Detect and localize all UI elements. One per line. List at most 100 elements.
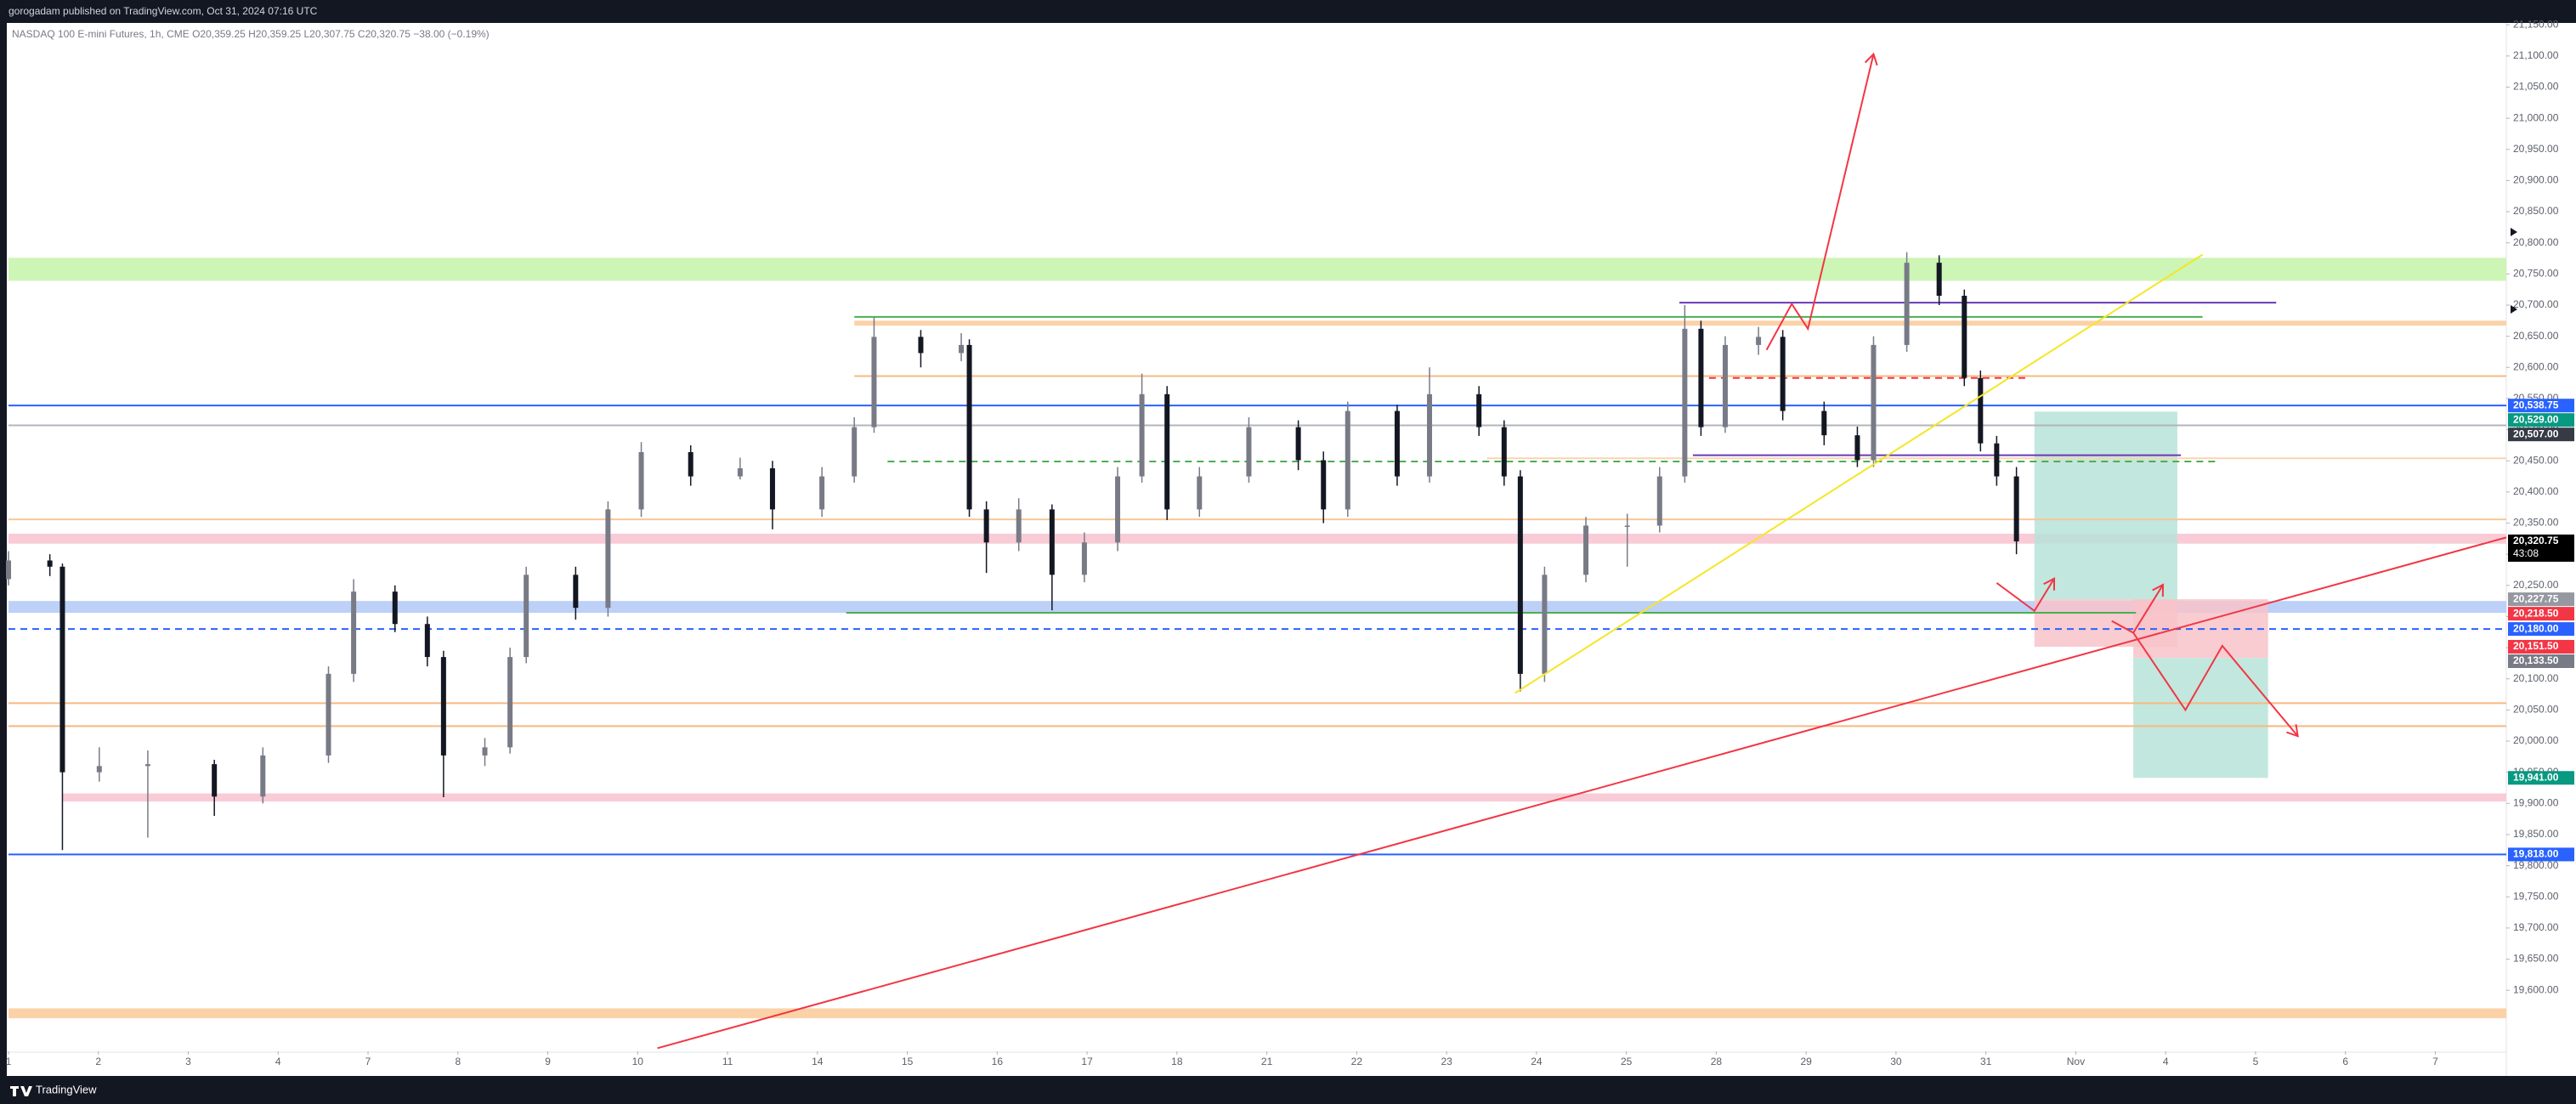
candle-body [1517,476,1523,674]
candle-body [1871,344,1877,461]
y-tick-label: 19,750.00 [2513,890,2559,902]
price-tag [2508,847,2574,862]
y-tick-label: 20,600.00 [2513,360,2559,372]
y-tick-label: 19,900.00 [2513,796,2559,808]
y-tick-label: 20,750.00 [2513,268,2559,280]
arrow-head [1864,52,1878,66]
x-tick-label: 15 [902,1056,914,1067]
price-tag-label: 20,507.00 [2513,427,2559,439]
arrow-head [2043,577,2056,591]
position-box [2034,411,2177,600]
candle-body [959,344,965,354]
y-tick-label: 20,100.00 [2513,672,2559,684]
price-tag-label: 20,227.75 [2513,592,2559,604]
x-tick-label: 18 [1171,1056,1183,1067]
price-tag [2508,607,2574,621]
zone [8,258,2506,281]
trend-line [1765,54,1875,351]
candle-body [769,468,775,510]
y-tick-label: 20,700.00 [2513,298,2559,310]
x-tick-label: 4 [2163,1056,2169,1067]
candle-body [1295,427,1301,461]
zone [62,793,2506,802]
plot-area [6,52,2507,1050]
candle-body [1756,337,1762,345]
candle-body [440,657,446,756]
candle-body [424,624,430,658]
candle-body [1049,509,1055,575]
trend-line [2132,631,2299,737]
x-tick-label: 9 [545,1056,551,1067]
candle-body [144,764,150,767]
x-tick-label: 30 [1890,1056,1902,1067]
candle-body [1780,337,1786,411]
candle-body [688,451,694,477]
candle-body [507,657,513,748]
footer-brand: TradingView [36,1083,97,1096]
candle-body [1542,575,1548,674]
price-tag [2508,534,2574,562]
y-tick-label: 20,400.00 [2513,485,2559,497]
candle-body [524,575,529,658]
x-tick-label: 29 [1800,1056,1812,1067]
arrow-head [2152,583,2165,597]
price-tag-label: 20,133.50 [2513,654,2559,666]
axis-layer: 19,600.00 19,650.00 19,700.00 19,750.00 19,8… [6,18,2574,1067]
zone [8,601,2506,614]
candle-body [1698,328,1704,427]
candle-body [1962,296,1967,378]
candle-body [96,766,102,773]
candle-body [1501,427,1507,477]
candle-body [1115,476,1121,543]
y-tick-label: 20,850.00 [2513,205,2559,217]
zone [8,1008,2506,1019]
candle-body [1904,263,1910,345]
y-tick-label: 21,050.00 [2513,81,2559,93]
price-tag [2508,639,2574,654]
x-tick-label: 2 [95,1056,101,1067]
zone [854,320,2506,326]
price-tag [2508,592,2574,607]
candle-body [737,468,743,477]
y-tick-label: 20,900.00 [2513,174,2559,186]
y-tick-label: 21,150.00 [2513,18,2559,30]
y-tick-label: 19,650.00 [2513,953,2559,965]
candle-body [1656,476,1662,526]
price-tag [2508,427,2574,442]
x-tick-label: 23 [1441,1056,1452,1067]
candle-body [59,566,65,773]
candle-body [1345,410,1350,510]
x-tick-label: 16 [992,1056,1004,1067]
candle-body [1427,393,1433,477]
y-tick-label: 21,000.00 [2513,111,2559,123]
x-tick-label: 21 [1261,1056,1273,1067]
y-tick-label: 20,950.00 [2513,143,2559,155]
header-bar [0,0,2576,23]
candle-body [1321,460,1327,510]
trend-line [657,536,2507,1050]
x-tick-label: 31 [1980,1056,1992,1067]
y-tick-label: 20,000.00 [2513,734,2559,746]
candle-body [260,755,266,797]
y-tick-label: 20,250.00 [2513,579,2559,591]
zone [8,533,2506,544]
candle-body [1583,525,1589,575]
candle-body [1197,476,1203,510]
footer-bar [0,1076,2576,1104]
y-tick-label: 19,600.00 [2513,983,2559,995]
candle-body [1139,393,1145,477]
y-tick-label: 20,450.00 [2513,454,2559,466]
candle-body [819,476,825,510]
y-tick-label: 19,850.00 [2513,828,2559,840]
price-tag [2508,413,2574,427]
arrow-head [2286,724,2299,738]
candle-body [638,451,644,510]
y-tick-label: 20,650.00 [2513,330,2559,342]
price-tag-label: 20,218.50 [2513,607,2559,619]
candle-body [966,344,972,510]
candle-body [983,509,989,543]
x-tick-label: 25 [1621,1056,1633,1067]
candle-body [1476,393,1482,427]
symbol-line: NASDAQ 100 E-mini Futures, 1h, CME O20,3… [12,28,490,40]
